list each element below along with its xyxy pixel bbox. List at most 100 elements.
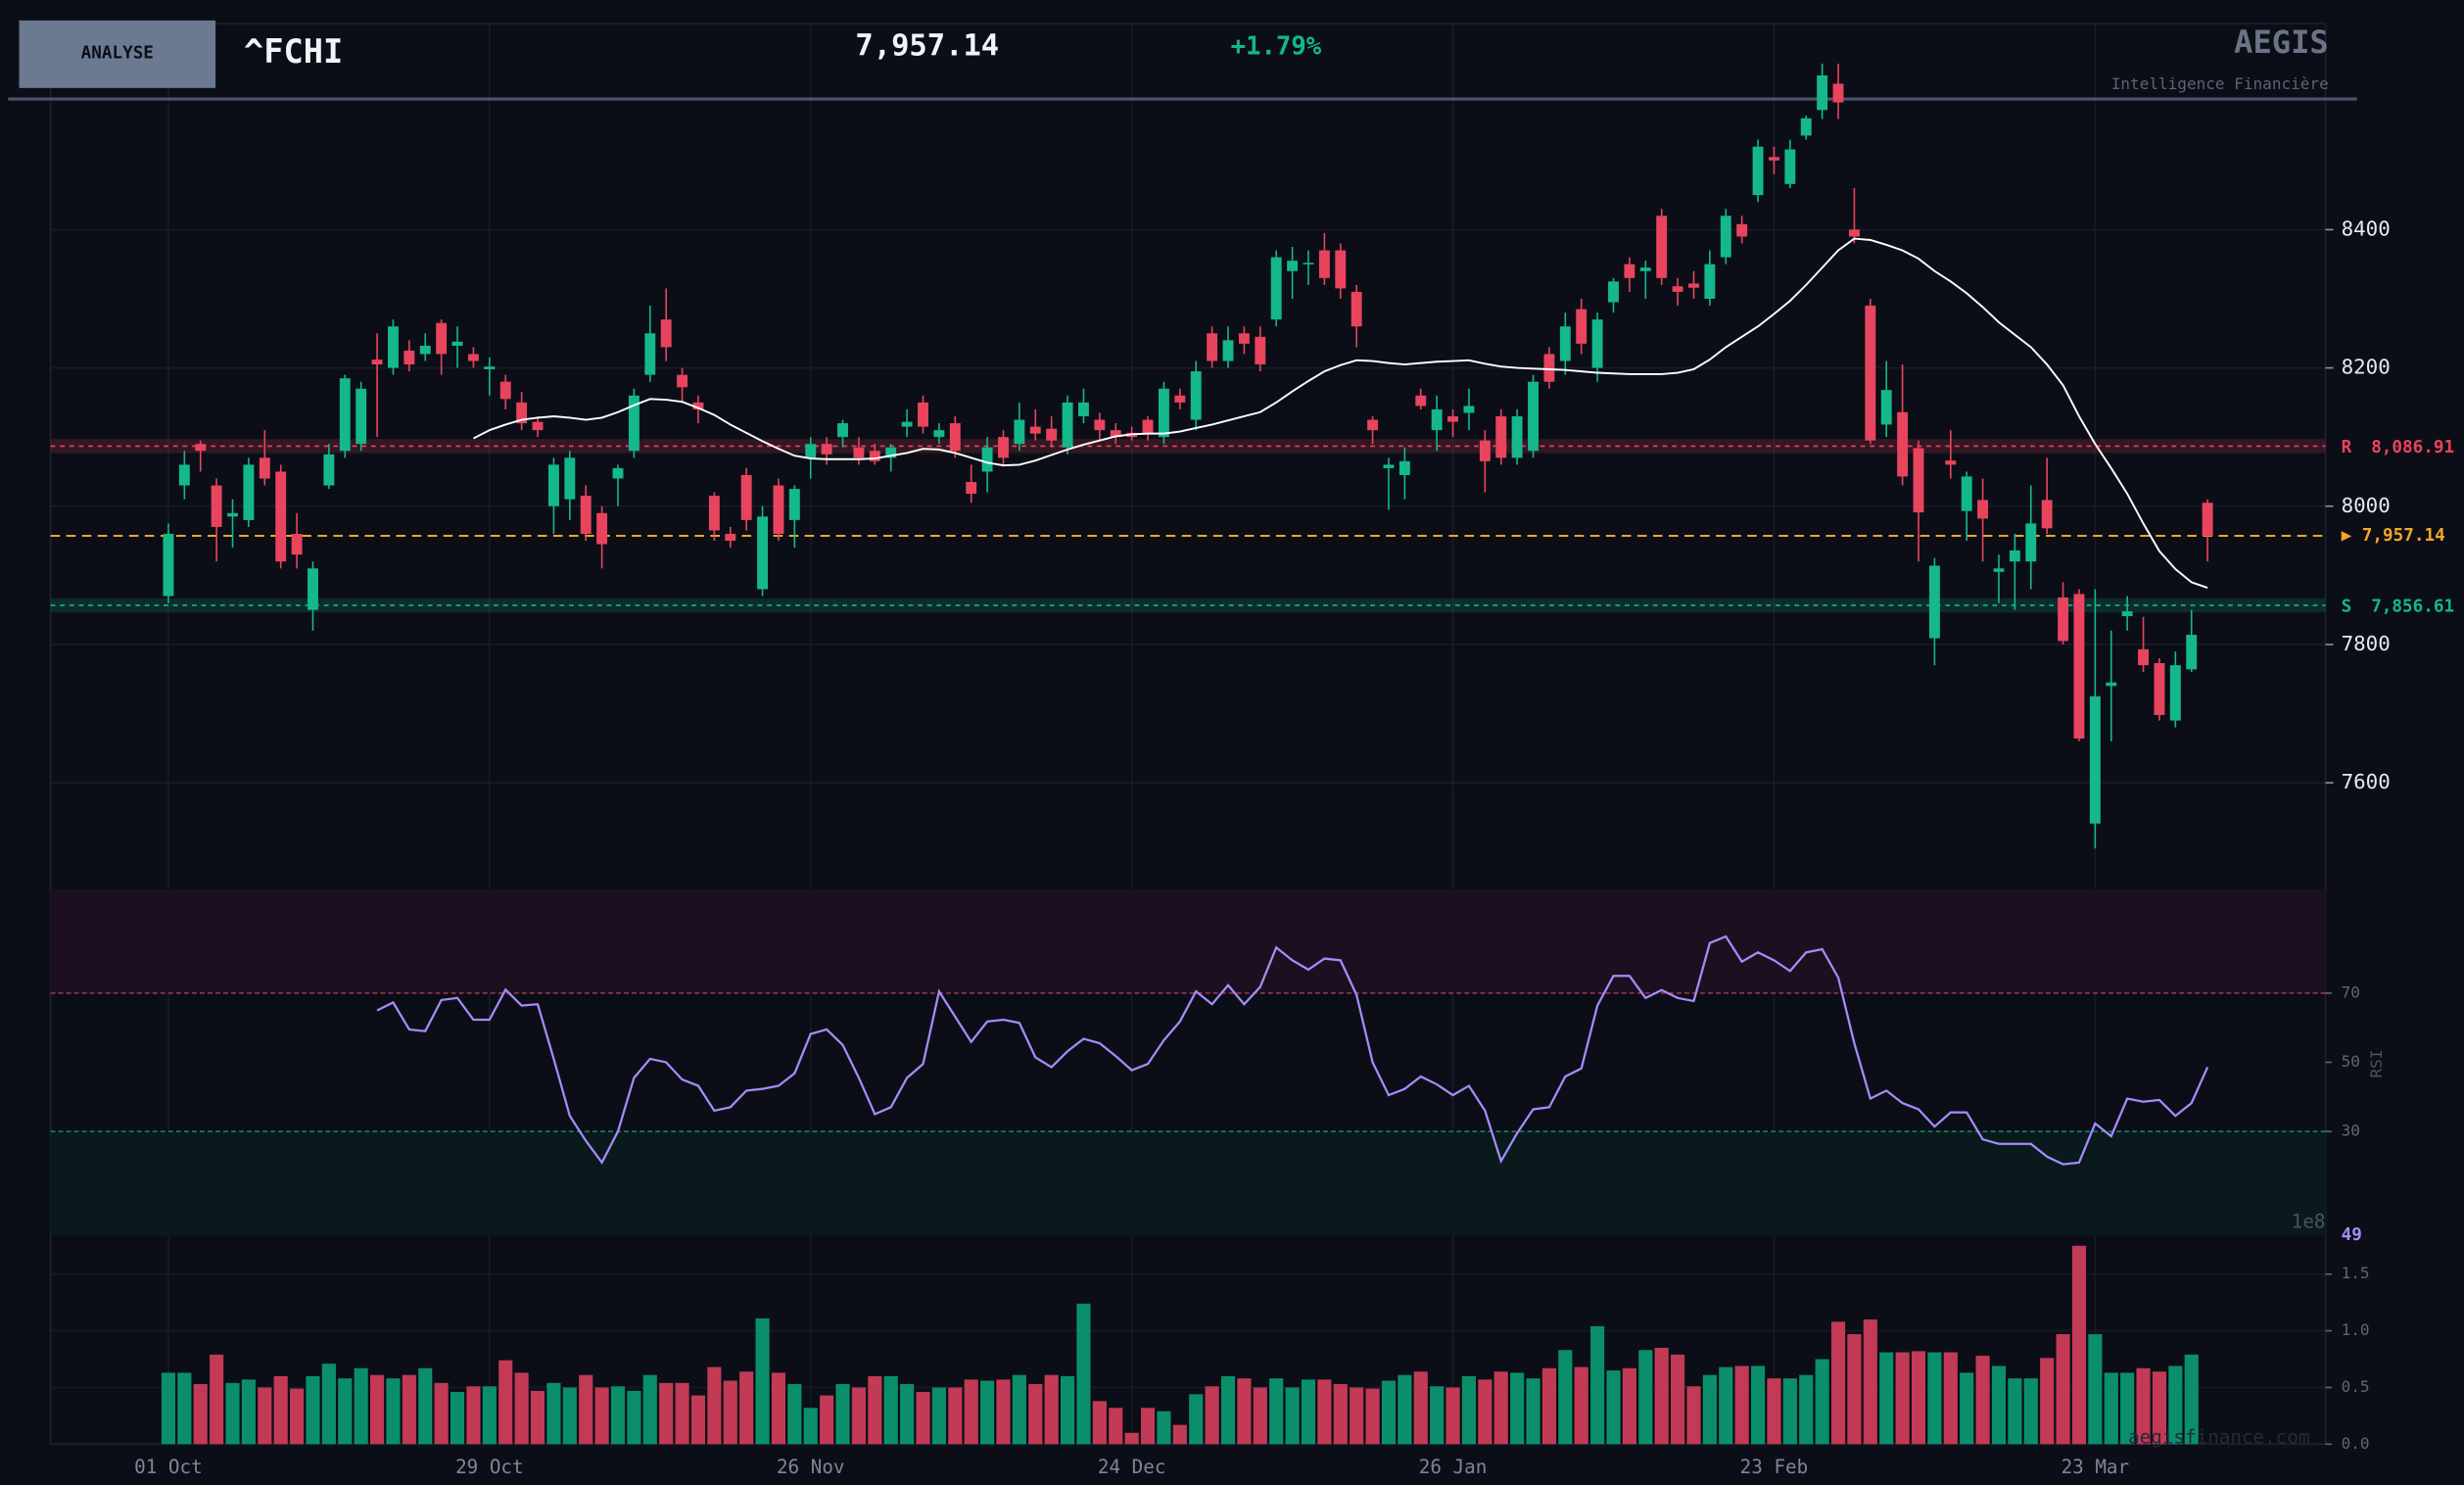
candle-body <box>2138 648 2150 666</box>
candle-body <box>644 333 656 375</box>
candle-body <box>339 378 351 452</box>
volume-bar <box>771 1372 786 1445</box>
volume-bar <box>931 1387 946 1445</box>
candle-body <box>1993 568 2005 572</box>
volume-bar <box>338 1378 353 1445</box>
candle-body <box>628 395 640 452</box>
volume-bar <box>1109 1408 1123 1445</box>
candle-body <box>1817 75 1828 111</box>
candle-body <box>966 482 977 495</box>
volume-bar <box>2088 1334 2103 1445</box>
volume-bar <box>1461 1375 1477 1445</box>
volume-bar <box>723 1380 737 1445</box>
analyse-button-label[interactable]: ANALYSE <box>81 44 154 64</box>
candle-body <box>1318 250 1330 278</box>
candle-body <box>1350 291 1362 327</box>
candle-body <box>660 319 672 348</box>
volume-bar <box>1541 1367 1556 1445</box>
candle-body <box>580 496 592 534</box>
volume-bar <box>2056 1334 2070 1445</box>
volume-bar <box>1526 1378 1540 1445</box>
candle-body <box>1479 440 1491 461</box>
change: +1.79% <box>1231 32 1322 62</box>
candle-body <box>1158 388 1169 438</box>
candle-body <box>1511 415 1523 458</box>
volume-bar <box>1061 1375 1075 1445</box>
candle-body <box>1704 263 1716 299</box>
level-value: 8,086.91 <box>2371 438 2454 457</box>
volume-bar <box>210 1354 224 1445</box>
candle-body <box>1110 430 1121 438</box>
volume-bar <box>370 1374 385 1445</box>
candle-body <box>1848 229 1860 237</box>
candle-body <box>243 464 255 520</box>
volume-bar <box>707 1366 722 1445</box>
y-tick-label: 1.0 <box>2342 1320 2370 1339</box>
candle-body <box>918 402 928 427</box>
candle-body <box>371 359 383 365</box>
volume-bar <box>642 1374 657 1445</box>
candle-body <box>1190 371 1202 420</box>
volume-bar <box>579 1374 593 1445</box>
volume-bar <box>755 1317 770 1445</box>
volume-bar <box>1269 1378 1284 1445</box>
volume-bar <box>514 1372 529 1445</box>
y-tick-label: 7800 <box>2342 632 2391 655</box>
candle-body <box>436 322 448 355</box>
candle-body <box>1608 281 1619 303</box>
candle-body <box>1624 263 1635 278</box>
candle-body <box>163 533 174 597</box>
volume-bar <box>402 1374 416 1445</box>
candle-body <box>2106 682 2117 687</box>
candle-body <box>1591 319 1603 368</box>
y-tick-label: 1.5 <box>2342 1264 2370 1282</box>
candle-body <box>1463 406 1475 413</box>
volume-bar <box>1751 1365 1766 1445</box>
volume-bar <box>1076 1303 1091 1445</box>
level-name: R <box>2342 438 2352 457</box>
volume-bar <box>1365 1388 1380 1445</box>
volume-bar <box>803 1408 818 1445</box>
candle-body <box>1029 426 1041 434</box>
candle-body <box>2154 662 2165 715</box>
candle-body <box>788 489 800 520</box>
volume-bar <box>1493 1371 1508 1445</box>
x-tick-label: 26 Jan <box>1419 1456 1488 1478</box>
candle-body <box>499 381 511 400</box>
volume-bar <box>627 1390 641 1445</box>
volume-bar <box>1558 1350 1573 1445</box>
y-tick-label: 0.0 <box>2342 1434 2370 1453</box>
y-tick-label: 50 <box>2342 1052 2360 1071</box>
volume-bar <box>1654 1347 1669 1445</box>
volume-bar <box>1830 1321 1846 1445</box>
candle-body <box>227 512 238 517</box>
volume-bar <box>2136 1367 2151 1445</box>
volume-bar <box>996 1379 1011 1445</box>
candle-body <box>1720 216 1731 258</box>
candle-body <box>1094 419 1106 431</box>
volume-bar <box>2008 1378 2022 1445</box>
candle-body <box>1865 306 1876 441</box>
rsi-zone <box>50 888 2326 993</box>
volume-bar <box>1044 1374 1059 1445</box>
level-value: 7,856.61 <box>2371 598 2454 617</box>
candle-body <box>178 464 190 486</box>
candle-body <box>869 451 880 461</box>
volume-bar <box>258 1387 272 1445</box>
volume-bar <box>418 1367 433 1445</box>
candle-body <box>1335 250 1347 289</box>
candle-body <box>532 421 544 431</box>
candle-body <box>1752 146 1764 196</box>
candle-body <box>1800 118 1812 136</box>
analyse-button[interactable] <box>19 20 216 88</box>
volume-bar <box>273 1375 288 1445</box>
volume-bar <box>2071 1245 2087 1445</box>
candle-body <box>1639 267 1651 271</box>
volume-bar <box>161 1372 175 1445</box>
volume-bar <box>851 1387 866 1445</box>
candle-body <box>1431 408 1443 431</box>
y-tick-label: 8200 <box>2342 356 2391 379</box>
